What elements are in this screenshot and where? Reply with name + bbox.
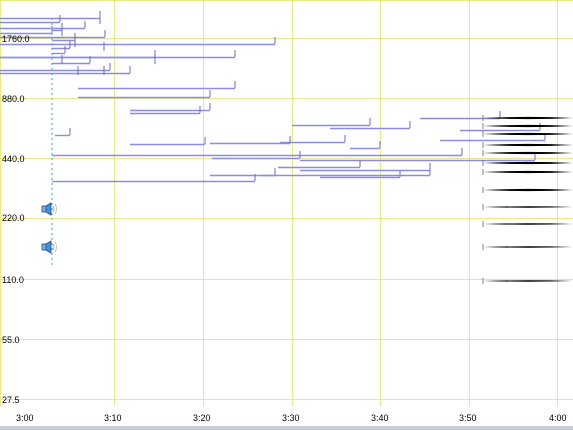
x-tick-label: 3:10 <box>104 413 122 423</box>
dark-note-shape <box>483 116 573 120</box>
x-tick-label: 3:00 <box>16 413 34 423</box>
speaker-icon[interactable] <box>41 202 57 216</box>
dark-note-shape <box>483 151 573 155</box>
y-tick-label: 27.5 <box>2 395 20 405</box>
x-tick-label: 4:00 <box>549 413 567 423</box>
dark-note-shape <box>483 280 573 282</box>
note-shapes-dark <box>482 115 573 284</box>
dark-note-shape <box>483 206 573 208</box>
y-tick-label: 110.0 <box>2 275 24 285</box>
y-tick-label: 880.0 <box>2 94 25 104</box>
dark-note-shape <box>483 246 573 248</box>
x-tick-label: 3:20 <box>193 413 211 423</box>
dark-note-shape <box>483 161 573 165</box>
y-tick-label: 1760.0 <box>2 34 30 44</box>
dark-note-shape <box>483 170 573 174</box>
speaker-icon[interactable] <box>41 240 57 254</box>
y-tick-label: 220.0 <box>2 213 25 223</box>
y-tick-label: 440.0 <box>2 154 25 164</box>
dark-note-shape <box>483 124 573 128</box>
dark-note-shape <box>483 223 573 225</box>
y-tick-label: 55.0 <box>2 335 20 345</box>
x-axis-labels: 3:00 3:10 3:20 3:30 3:40 3:50 4:00 <box>16 413 567 423</box>
dark-note-shape <box>483 188 573 192</box>
x-tick-label: 3:40 <box>371 413 389 423</box>
note-lines-blue <box>0 11 546 183</box>
x-tick-label: 3:50 <box>459 413 477 423</box>
grid-lines <box>0 0 573 406</box>
x-tick-label: 3:30 <box>282 413 300 423</box>
horizontal-scrollbar[interactable] <box>0 426 573 430</box>
dark-note-shape <box>483 143 573 147</box>
y-axis-labels: 1760.0 880.0 440.0 220.0 110.0 55.0 27.5 <box>2 34 30 405</box>
dark-note-shape <box>483 132 573 136</box>
